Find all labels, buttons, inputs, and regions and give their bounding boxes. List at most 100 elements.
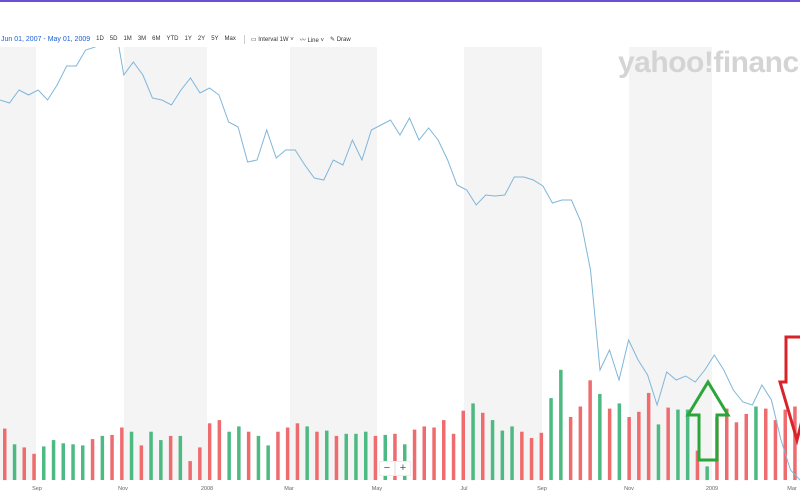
- chevron-down-icon: ˅: [290, 36, 294, 43]
- volume-bar: [22, 447, 26, 480]
- volume-bar: [354, 433, 358, 480]
- toolbar-divider: [243, 34, 245, 44]
- volume-bar: [12, 444, 17, 480]
- volume-bar: [412, 429, 417, 480]
- volume-bar: [364, 431, 368, 480]
- volume-bar: [451, 433, 456, 480]
- range-ytd[interactable]: YTD: [166, 36, 179, 42]
- volume-bar: [42, 446, 46, 480]
- volume-bar: [432, 427, 436, 480]
- volume-bar: [61, 443, 65, 481]
- volume-bar: [227, 431, 231, 480]
- price-line: [0, 47, 800, 481]
- range-6m[interactable]: 6M: [152, 36, 161, 42]
- x-tick-label: Mar: [284, 486, 294, 492]
- volume-bar: [676, 409, 680, 480]
- x-tick-label: Nov: [624, 486, 634, 492]
- volume-bar: [520, 431, 524, 480]
- volume-bar: [129, 431, 134, 480]
- volume-bar: [207, 423, 212, 480]
- volume-bar: [100, 435, 105, 480]
- range-1m[interactable]: 1M: [123, 36, 132, 42]
- month-band: [464, 47, 542, 480]
- volume-bar: [383, 434, 387, 480]
- volume-bar: [588, 380, 592, 481]
- volume-bar: [559, 369, 563, 481]
- range-5d[interactable]: 5D: [109, 36, 118, 42]
- x-tick-label: May: [372, 486, 383, 492]
- volume-bar: [71, 444, 75, 480]
- chart-type-dropdown[interactable]: 〰 Line ˅: [299, 37, 324, 44]
- volume-bar: [793, 406, 797, 480]
- yahoo-finance-watermark: yahoo!finance: [618, 46, 800, 79]
- price-chart[interactable]: Sep Nov 2008 Mar May Jul Sep Nov 2009 Mar: [0, 47, 800, 500]
- range-2y[interactable]: 2Y: [197, 36, 206, 42]
- month-band: [290, 47, 377, 480]
- volume-bar: [754, 406, 758, 480]
- volume-bar: [764, 408, 768, 480]
- volume-bar: [422, 426, 426, 480]
- range-max[interactable]: Max: [224, 36, 236, 42]
- range-5y[interactable]: 5Y: [211, 36, 219, 42]
- volume-bar: [666, 407, 670, 481]
- volume-bar: [276, 431, 280, 480]
- volume-bar: [529, 438, 534, 480]
- month-band: [0, 47, 36, 480]
- zoom-in-button[interactable]: +: [395, 461, 411, 476]
- volume-bar: [120, 427, 124, 480]
- interval-dropdown[interactable]: ▭ Interval 1W ˅: [250, 36, 294, 43]
- volume-bar: [90, 439, 95, 481]
- volume-bar: [461, 410, 465, 480]
- volume-bar: [3, 428, 7, 481]
- red-down-arrow-annotation: [777, 335, 800, 446]
- x-tick-label: Jul: [460, 486, 467, 492]
- chevron-down-icon: ˅: [320, 37, 324, 44]
- volume-bar: [237, 426, 241, 480]
- volume-bar: [481, 412, 485, 480]
- volume-bar: [656, 424, 661, 481]
- date-range-picker[interactable]: Jun 01, 2007 - May 01, 2009: [1, 35, 91, 43]
- month-band: [124, 47, 207, 480]
- range-1y[interactable]: 1Y: [184, 36, 192, 42]
- volume-bar: [500, 430, 505, 480]
- volume-bar: [598, 393, 602, 480]
- volume-bar: [685, 409, 690, 480]
- volume-bar: [305, 426, 309, 480]
- calendar-icon: ▭: [250, 36, 257, 43]
- volume-bar: [344, 433, 348, 480]
- volume-bar: [217, 420, 222, 480]
- line-chart-icon: 〰: [299, 37, 306, 44]
- draw-button[interactable]: ✎ Draw: [329, 36, 351, 43]
- volume-bar: [139, 445, 144, 480]
- volume-bar: [607, 408, 612, 480]
- volume-bar: [471, 403, 475, 481]
- volume-bar: [490, 420, 495, 480]
- volume-bar: [285, 427, 290, 480]
- volume-bar: [734, 422, 739, 481]
- volume-bar: [510, 426, 514, 480]
- volume-bar: [549, 398, 553, 480]
- green-up-arrow-annotation: [685, 379, 731, 462]
- volume-bar: [168, 435, 173, 480]
- volume-bar: [334, 435, 339, 480]
- volume-bar: [149, 431, 153, 480]
- range-1d[interactable]: 1D: [96, 36, 104, 42]
- volume-bar: [705, 466, 709, 481]
- volume-bar: [110, 434, 114, 480]
- top-accent-line: [0, 0, 800, 2]
- volume-bar: [637, 411, 641, 481]
- volume-bar: [246, 431, 251, 480]
- volume-bar: [315, 431, 319, 480]
- volume-bar: [51, 440, 56, 480]
- zoom-out-button[interactable]: −: [379, 461, 395, 476]
- volume-bar: [32, 453, 36, 481]
- volume-bar: [725, 408, 729, 480]
- range-3m[interactable]: 3M: [137, 36, 147, 42]
- volume-bar: [617, 403, 622, 481]
- volume-bar: [695, 450, 700, 480]
- volume-bar: [178, 435, 183, 480]
- volume-bar: [159, 440, 163, 480]
- volume-bar: [568, 417, 573, 480]
- volume-bar: [295, 423, 300, 480]
- volume-bar: [266, 445, 270, 480]
